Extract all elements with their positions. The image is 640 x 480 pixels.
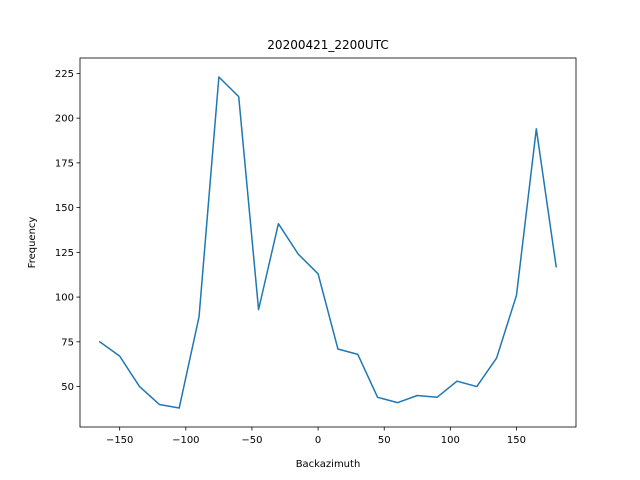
axis-ticks: −150 −100 −50 0 50 100 150 50 75 100 125 150 175 200 2… bbox=[55, 69, 526, 446]
x-axis-label: Backazimuth bbox=[296, 459, 361, 470]
x-tick-label: −100 bbox=[172, 435, 199, 446]
chart-title: 20200421_2200UTC bbox=[267, 38, 388, 52]
y-tick-label: 200 bbox=[55, 114, 74, 125]
y-tick-label: 150 bbox=[55, 203, 74, 214]
y-tick-label: 125 bbox=[55, 248, 74, 259]
y-axis-label: Frequency bbox=[27, 217, 38, 269]
plot-frame bbox=[79, 57, 577, 428]
series-layer bbox=[98, 76, 558, 409]
x-tick-label: 0 bbox=[315, 435, 321, 446]
y-tick-label: 75 bbox=[61, 337, 74, 348]
y-tick-label: 100 bbox=[55, 293, 74, 304]
x-tick-label: −150 bbox=[106, 435, 133, 446]
x-tick-label: 100 bbox=[441, 435, 460, 446]
y-tick-label: 225 bbox=[55, 69, 74, 80]
series-line bbox=[98, 76, 558, 409]
y-tick-label: 175 bbox=[55, 158, 74, 169]
x-tick-label: 50 bbox=[378, 435, 391, 446]
y-tick-label: 50 bbox=[61, 382, 74, 393]
x-tick-label: −50 bbox=[241, 435, 262, 446]
x-tick-label: 150 bbox=[507, 435, 526, 446]
